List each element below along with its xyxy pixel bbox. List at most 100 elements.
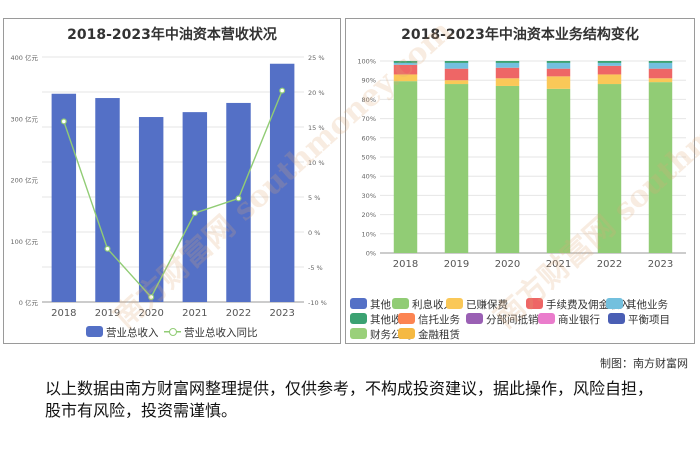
stack-segment	[648, 78, 673, 83]
stack-segment	[597, 74, 622, 85]
stack-segment	[546, 88, 571, 253]
stack-segment	[393, 62, 418, 65]
legend-item[interactable]: 金融租赁	[398, 327, 460, 342]
revenue-chart-title: 2018-2023年中油资本营收状况	[67, 27, 277, 43]
stack-segment	[444, 80, 469, 85]
legend-item[interactable]: 已赚保费	[446, 297, 508, 312]
legend-bar-swatch	[86, 326, 103, 337]
stack-segment	[444, 62, 469, 69]
legend-swatch	[392, 298, 409, 309]
right-axis-tick-label: 20 %	[308, 89, 325, 97]
stack-segment	[495, 85, 520, 254]
revenue-bar	[138, 117, 164, 303]
right-axis-tick-label: -10 %	[308, 299, 327, 307]
legend-label: 已赚保费	[466, 299, 508, 311]
legend-swatch	[608, 313, 625, 324]
legend-label: 商业银行	[558, 314, 600, 326]
x-tick-label: 2020	[495, 259, 520, 270]
x-tick-label: 2023	[648, 259, 673, 270]
yoy-point	[104, 245, 111, 252]
legend-label: 其他	[370, 299, 391, 311]
left-axis-tick-label: 300 亿元	[11, 114, 39, 123]
stack-segment	[648, 62, 673, 69]
yoy-point	[279, 87, 286, 94]
legend-swatch	[526, 298, 543, 309]
legend-label: 金融租赁	[418, 329, 460, 341]
left-axis-tick-label: 0 亿元	[19, 298, 39, 307]
y-tick-label: 70%	[362, 115, 376, 123]
legend-swatch	[350, 328, 367, 339]
legend-label: 平衡项目	[628, 314, 670, 326]
stack-segment	[393, 61, 418, 63]
legend-item[interactable]: 商业银行	[538, 312, 600, 327]
yoy-point	[191, 210, 198, 217]
right-axis-tick-label: -5 %	[308, 264, 323, 272]
right-axis-tick-label: 15 %	[308, 124, 325, 132]
business-structure-chart-panel: 2018-2023年中油资本业务结构变化 0% 10% 20% 30% 40% 50% 60…	[345, 18, 695, 344]
stack-segment	[393, 64, 418, 75]
stack-segment	[546, 62, 571, 69]
legend-swatch	[466, 313, 483, 324]
right-axis-tick-label: 5 %	[308, 194, 320, 202]
stack-segment	[648, 82, 673, 253]
stack-segment	[495, 62, 520, 68]
x-tick-label: 2019	[444, 259, 469, 270]
legend-label: 分部间抵销	[486, 314, 539, 326]
stack-segment	[546, 76, 571, 89]
legend-swatch	[398, 313, 415, 324]
y-tick-label: 10%	[362, 230, 376, 238]
stack-segment	[597, 62, 622, 66]
x-tick-label: 2019	[95, 308, 120, 319]
legend-label: 利息收入	[412, 299, 454, 311]
legend-line-marker-icon	[169, 328, 177, 336]
x-tick-label: 2018	[51, 308, 76, 319]
right-axis-tick-label: 25 %	[308, 54, 325, 62]
y-tick-label: 100%	[357, 58, 376, 66]
x-tick-label: 2022	[226, 308, 251, 319]
right-axis-tick-label: 10 %	[308, 159, 325, 167]
legend-item[interactable]: 平衡项目	[608, 312, 670, 327]
legend-item[interactable]: 其他	[350, 297, 391, 312]
legend-item[interactable]: 分部间抵销	[466, 312, 539, 327]
left-axis-tick-label: 100 亿元	[11, 237, 39, 246]
revenue-bar	[51, 93, 77, 302]
stack-segment	[444, 84, 469, 253]
x-tick-label: 2023	[269, 308, 294, 319]
business-structure-chart-svg: 0% 10% 20% 30% 40% 50% 60% 70% 80% 90% 100% 2018 201…	[357, 58, 686, 270]
stack-segment	[393, 81, 418, 253]
revenue-bar	[95, 98, 120, 302]
yoy-point	[148, 294, 155, 301]
yoy-point	[60, 118, 67, 125]
stack-segment	[648, 61, 673, 63]
legend-label: 其他业务	[626, 299, 668, 311]
revenue-chart-panel: 2018-2023年中油资本营收状况 0 亿元 100 亿元 200 亿元 300 亿…	[3, 18, 341, 344]
stack-segment	[597, 84, 622, 253]
x-tick-label: 2020	[138, 308, 163, 319]
stack-segment	[597, 61, 622, 63]
right-axis-tick-label: 0 %	[308, 229, 320, 237]
legend-item[interactable]: 营业总收入同比	[164, 325, 258, 340]
chart-credit: 制图：南方财富网	[600, 357, 688, 370]
disclaimer-text: 以上数据由南方财富网整理提供，仅供参考，不构成投资建议，据此操作，风险自担，股市…	[45, 379, 654, 420]
y-tick-label: 60%	[362, 134, 376, 142]
legend-label: 营业总收入同比	[184, 327, 258, 339]
x-tick-label: 2018	[393, 259, 418, 270]
legend-item[interactable]: 利息收入	[392, 297, 454, 312]
stack-segment	[495, 67, 520, 79]
legend-swatch	[446, 298, 463, 309]
yoy-point	[235, 195, 242, 202]
legend-line-swatch	[164, 327, 181, 337]
left-axis-tick-label: 400 亿元	[11, 53, 39, 62]
legend-item[interactable]: 其他业务	[606, 297, 668, 312]
y-tick-label: 20%	[362, 211, 376, 219]
legend-swatch	[606, 298, 623, 309]
stack-segment	[648, 68, 673, 79]
y-tick-label: 50%	[362, 154, 376, 162]
y-tick-label: 40%	[362, 173, 376, 181]
legend-item[interactable]: 信托业务	[398, 312, 460, 327]
business-structure-chart-title: 2018-2023年中油资本业务结构变化	[401, 27, 639, 43]
stack-segment	[597, 65, 622, 75]
revenue-bar	[269, 63, 295, 302]
legend-swatch	[538, 313, 555, 324]
legend-item[interactable]: 营业总收入	[86, 325, 159, 340]
